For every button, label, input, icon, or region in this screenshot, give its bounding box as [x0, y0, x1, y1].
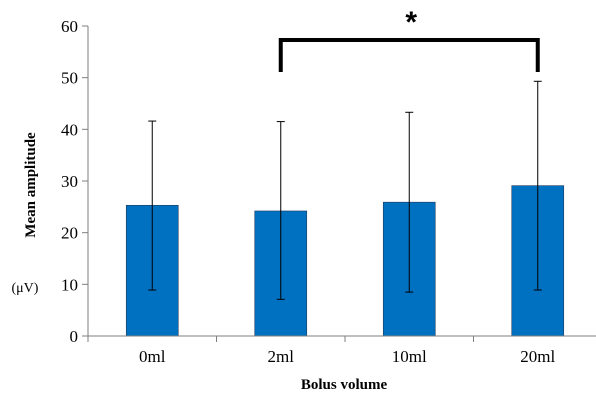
significance-annotation: *	[278, 6, 540, 72]
y-tick-label: 50	[61, 69, 78, 88]
y-tick-label: 40	[61, 120, 78, 139]
y-tick-labels: 0 10 20 30 40 50 60	[61, 17, 78, 346]
significance-bracket	[278, 38, 540, 72]
x-tick-labels: 0ml 2ml 10ml 20ml	[139, 347, 555, 366]
significance-star: *	[405, 6, 417, 39]
y-axis-title: Mean amplitude	[23, 132, 39, 238]
y-tick-label: 60	[61, 17, 78, 36]
x-tick-label: 0ml	[139, 347, 166, 366]
x-axis-title: Bolus volume	[301, 377, 388, 393]
x-axis-ticks	[87, 336, 474, 342]
x-tick-label: 10ml	[392, 347, 427, 366]
y-tick-label: 10	[61, 275, 78, 294]
error-bars	[148, 80, 542, 300]
y-tick-label: 30	[61, 172, 78, 191]
y-tick-label: 20	[61, 224, 78, 243]
y-tick-label: 0	[70, 327, 79, 346]
x-tick-label: 2ml	[268, 347, 295, 366]
y-axis-ticks	[82, 25, 88, 337]
y-axis-unit: (μV)	[12, 281, 39, 296]
bars	[125, 185, 565, 337]
x-tick-label: 20ml	[520, 347, 555, 366]
